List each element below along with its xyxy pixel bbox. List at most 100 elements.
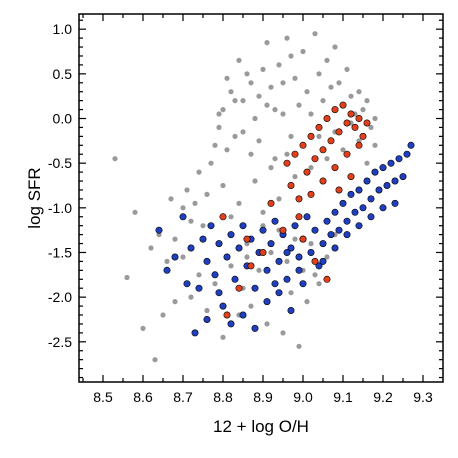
- series-1-point: [224, 75, 230, 81]
- points-layer: [112, 31, 415, 363]
- series-1-point: [256, 93, 262, 99]
- series-1-point: [332, 44, 338, 50]
- series-3-point: [347, 110, 355, 118]
- series-1-point: [208, 160, 214, 166]
- series-1-point: [292, 75, 298, 81]
- series-1-point: [284, 151, 290, 157]
- series-1-point: [216, 124, 222, 130]
- series-1-point: [196, 169, 202, 175]
- series-2-point: [387, 159, 395, 167]
- series-1-point: [292, 236, 298, 242]
- series-2-point: [311, 226, 319, 234]
- series-2-point: [323, 217, 331, 225]
- series-1-point: [324, 57, 330, 64]
- series-1-point: [312, 31, 318, 37]
- y-tick-label: 0.0: [53, 111, 73, 127]
- series-1-point: [232, 98, 238, 104]
- series-2-point: [203, 315, 211, 323]
- series-1-point: [276, 62, 282, 68]
- series-2-point: [351, 208, 359, 216]
- series-3-point: [335, 186, 343, 194]
- series-1-point: [228, 214, 234, 220]
- series-1-point: [192, 200, 198, 206]
- series-2-point: [239, 222, 247, 230]
- series-1-point: [304, 89, 310, 95]
- series-3-point: [243, 235, 251, 243]
- series-2-point: [339, 199, 347, 207]
- series-2-point: [207, 222, 215, 230]
- series-2-point: [343, 217, 351, 225]
- series-1-point: [236, 200, 242, 206]
- series-1-point: [264, 40, 270, 46]
- series-3-point: [299, 235, 307, 243]
- series-1-point: [180, 254, 186, 260]
- series-1-point: [368, 124, 374, 130]
- series-3-point: [279, 226, 287, 234]
- x-tick-label: 9.2: [373, 389, 393, 405]
- series-1-point: [344, 66, 350, 72]
- series-2-point: [251, 324, 259, 332]
- series-3-point: [235, 284, 243, 292]
- series-2-point: [343, 231, 351, 239]
- series-2-point: [371, 168, 379, 176]
- series-2-point: [227, 320, 235, 328]
- series-3-point: [287, 182, 295, 190]
- series-1-point: [168, 196, 174, 202]
- series-3-point: [331, 106, 339, 114]
- series-3-point: [311, 257, 319, 265]
- series-1-point: [220, 107, 226, 113]
- series-3-point: [355, 115, 363, 123]
- series-2-point: [155, 226, 163, 234]
- series-2-point: [355, 186, 363, 194]
- series-1-point: [188, 218, 194, 224]
- series-2-point: [199, 235, 207, 243]
- series-1-point: [324, 156, 330, 162]
- series-2-point: [271, 217, 279, 225]
- series-3-point: [347, 173, 355, 181]
- y-axis-label: log SFR: [25, 167, 44, 228]
- y-tick-label: 1.0: [53, 21, 73, 37]
- plot-frame: [78, 13, 444, 383]
- series-3-point: [303, 168, 311, 176]
- series-1-point: [172, 299, 178, 305]
- series-1-point: [244, 71, 250, 77]
- series-1-point: [240, 129, 246, 135]
- series-1-point: [360, 107, 366, 113]
- series-1-point: [180, 205, 186, 211]
- series-2-point: [219, 302, 227, 310]
- series-2-point: [335, 226, 343, 234]
- series-2-point: [271, 280, 279, 288]
- series-3-point: [343, 119, 351, 127]
- series-1-point: [272, 107, 278, 113]
- series-1-point: [316, 133, 322, 139]
- series-2-point: [267, 240, 275, 248]
- series-1-point: [244, 254, 250, 260]
- series-3-point: [307, 132, 315, 140]
- series-2-point: [399, 173, 407, 181]
- x-tick-label: 8.6: [133, 389, 153, 405]
- series-1-point: [132, 209, 138, 215]
- series-3-point: [323, 115, 331, 123]
- series-2-point: [263, 266, 271, 274]
- series-2-point: [283, 275, 291, 283]
- series-1-point: [172, 236, 178, 242]
- series-1-point: [356, 89, 362, 95]
- series-1-point: [224, 147, 230, 153]
- x-tick-label: 8.9: [253, 389, 273, 405]
- series-3-point: [219, 213, 227, 221]
- series-2-point: [223, 253, 231, 261]
- series-2-point: [179, 213, 187, 221]
- series-1-point: [372, 142, 378, 148]
- series-1-point: [276, 196, 282, 202]
- series-2-point: [191, 329, 199, 337]
- series-2-point: [395, 155, 403, 163]
- series-3-point: [331, 164, 339, 172]
- series-2-point: [287, 244, 295, 252]
- series-1-point: [124, 274, 130, 281]
- series-2-point: [183, 280, 191, 288]
- series-1-point: [272, 156, 278, 162]
- series-2-point: [259, 226, 267, 234]
- x-tick-label: 9.3: [413, 389, 433, 405]
- series-1-point: [148, 245, 154, 251]
- series-2-point: [295, 253, 303, 261]
